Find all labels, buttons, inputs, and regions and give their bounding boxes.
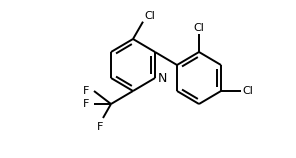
Text: Cl: Cl	[194, 23, 205, 33]
Text: N: N	[158, 72, 167, 85]
Text: F: F	[83, 86, 89, 96]
Text: Cl: Cl	[242, 86, 253, 96]
Text: F: F	[97, 122, 103, 132]
Text: F: F	[83, 99, 89, 109]
Text: Cl: Cl	[144, 11, 155, 21]
